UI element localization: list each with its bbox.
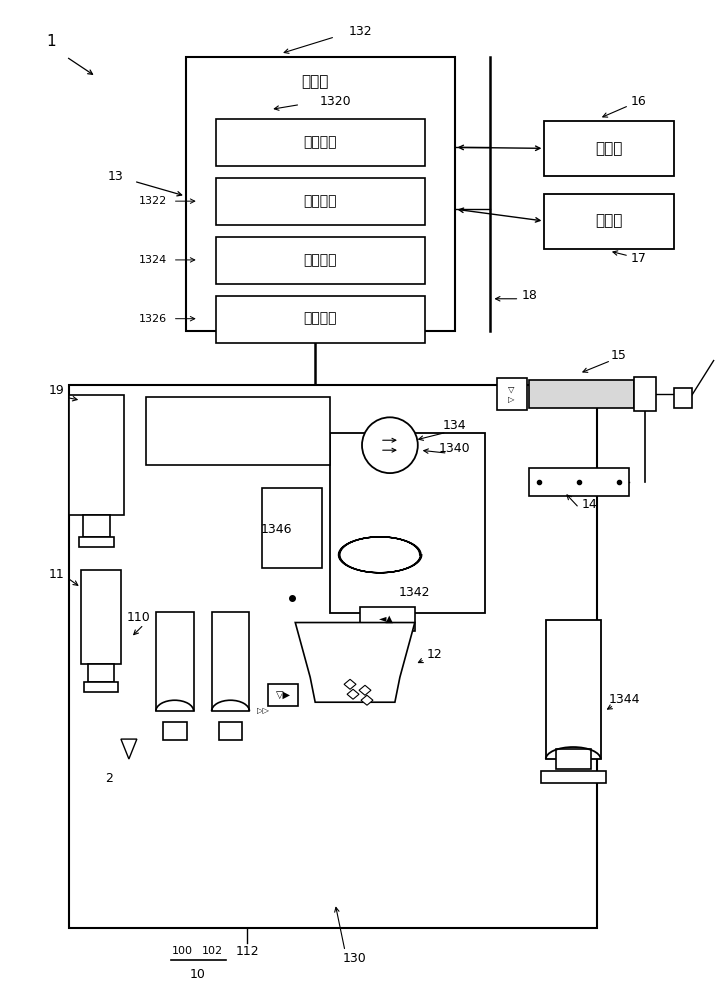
Polygon shape (344, 679, 356, 689)
Text: 112: 112 (236, 945, 260, 958)
Bar (81, 570, 121, 664)
Text: 1: 1 (47, 34, 56, 49)
Text: 132: 132 (348, 25, 371, 38)
Bar (216, 296, 425, 343)
Text: 134: 134 (443, 419, 467, 432)
Text: 控制模块: 控制模块 (303, 312, 337, 326)
Text: 处理器: 处理器 (595, 214, 623, 229)
Text: 11: 11 (48, 568, 64, 581)
Text: 130: 130 (343, 952, 367, 965)
Text: ▽▶: ▽▶ (276, 690, 291, 700)
Text: 检测模块: 检测模块 (303, 135, 337, 149)
Bar (634, 377, 656, 411)
Bar (546, 620, 601, 759)
Polygon shape (295, 623, 415, 702)
Text: 102: 102 (202, 946, 223, 956)
Text: 1326: 1326 (139, 314, 167, 324)
Text: 14: 14 (582, 498, 597, 511)
Bar (219, 722, 243, 740)
Bar (674, 388, 692, 408)
Text: 16: 16 (631, 95, 647, 108)
Polygon shape (359, 685, 371, 695)
Bar (84, 682, 118, 692)
Text: 存储器: 存储器 (595, 141, 623, 156)
Bar (545, 121, 674, 176)
Bar (330, 433, 484, 613)
Text: 13: 13 (108, 170, 124, 183)
Bar (216, 119, 425, 166)
Bar (545, 194, 674, 249)
Text: 1322: 1322 (139, 196, 167, 206)
Bar (79, 537, 114, 547)
Text: 15: 15 (611, 349, 627, 362)
Text: 12: 12 (427, 648, 443, 661)
Bar (212, 612, 249, 711)
Text: 1324: 1324 (139, 255, 167, 265)
Bar (69, 385, 597, 928)
Bar (529, 468, 629, 496)
Bar (262, 488, 322, 568)
Text: 110: 110 (127, 611, 150, 624)
Text: ◄▲: ◄▲ (379, 614, 395, 624)
Text: 2: 2 (105, 772, 113, 785)
Bar (556, 749, 591, 769)
Bar (88, 664, 114, 682)
Text: 计算模块: 计算模块 (303, 253, 337, 267)
Bar (360, 607, 415, 631)
Text: 1344: 1344 (608, 693, 640, 706)
Bar (69, 311, 597, 380)
Text: 1342: 1342 (399, 586, 430, 599)
Text: 1320: 1320 (319, 95, 351, 108)
Text: 控制器: 控制器 (302, 74, 329, 89)
Polygon shape (361, 695, 373, 705)
Bar (542, 771, 606, 783)
Bar (83, 515, 110, 537)
Bar (185, 57, 454, 331)
Text: 1346: 1346 (261, 523, 292, 536)
Text: ▽
▷: ▽ ▷ (508, 385, 515, 404)
Bar (216, 237, 425, 284)
Text: 设定模块: 设定模块 (303, 194, 337, 208)
Circle shape (362, 417, 418, 473)
Bar (146, 397, 330, 465)
Text: ▷▷: ▷▷ (257, 706, 270, 715)
Bar (497, 378, 527, 410)
Text: 10: 10 (190, 968, 206, 981)
Polygon shape (121, 739, 137, 759)
Bar (216, 178, 425, 225)
Text: 19: 19 (48, 384, 64, 397)
Text: 17: 17 (631, 252, 647, 265)
Bar (268, 684, 298, 706)
Text: 100: 100 (172, 946, 193, 956)
Bar (529, 380, 634, 408)
Text: 1340: 1340 (439, 442, 470, 455)
Bar (156, 612, 193, 711)
Polygon shape (347, 689, 359, 699)
Text: 18: 18 (521, 289, 537, 302)
Bar (69, 395, 124, 515)
Bar (163, 722, 187, 740)
